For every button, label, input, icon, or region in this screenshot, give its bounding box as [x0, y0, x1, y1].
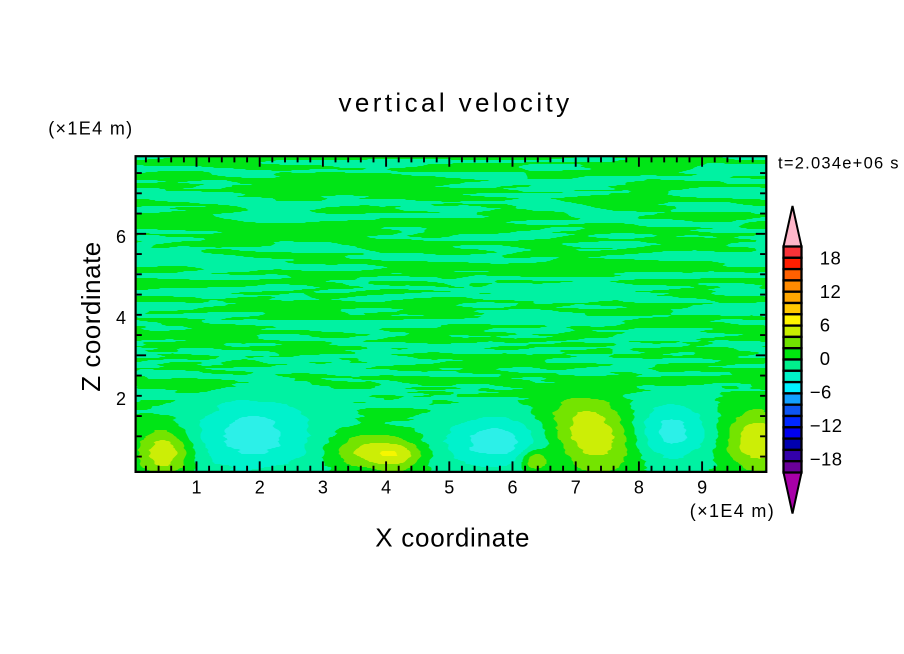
svg-text:vertical velocity: vertical velocity: [338, 87, 572, 117]
svg-text:6: 6: [820, 315, 831, 336]
svg-text:1: 1: [191, 478, 201, 498]
svg-text:12: 12: [820, 281, 841, 302]
svg-text:(×1E4 m): (×1E4 m): [690, 501, 775, 521]
svg-text:(×1E4 m): (×1E4 m): [48, 118, 133, 138]
svg-text:3: 3: [318, 478, 328, 498]
svg-text:18: 18: [820, 247, 841, 268]
svg-text:5: 5: [444, 478, 454, 498]
svg-text:0: 0: [820, 348, 831, 369]
svg-text:7: 7: [571, 478, 581, 498]
svg-text:X coordinate: X coordinate: [375, 523, 530, 553]
svg-text:−6: −6: [810, 382, 832, 403]
svg-text:8: 8: [634, 478, 644, 498]
svg-text:2: 2: [116, 389, 126, 409]
svg-text:Z coordinate: Z coordinate: [76, 241, 106, 392]
svg-text:4: 4: [381, 478, 391, 498]
svg-text:6: 6: [507, 478, 517, 498]
svg-text:−12: −12: [810, 415, 843, 436]
svg-text:4: 4: [116, 308, 126, 328]
svg-text:t=2.034e+06 s: t=2.034e+06 s: [778, 154, 900, 172]
svg-text:6: 6: [116, 227, 126, 247]
svg-text:−18: −18: [810, 449, 843, 470]
svg-text:9: 9: [697, 478, 707, 498]
svg-text:2: 2: [255, 478, 265, 498]
